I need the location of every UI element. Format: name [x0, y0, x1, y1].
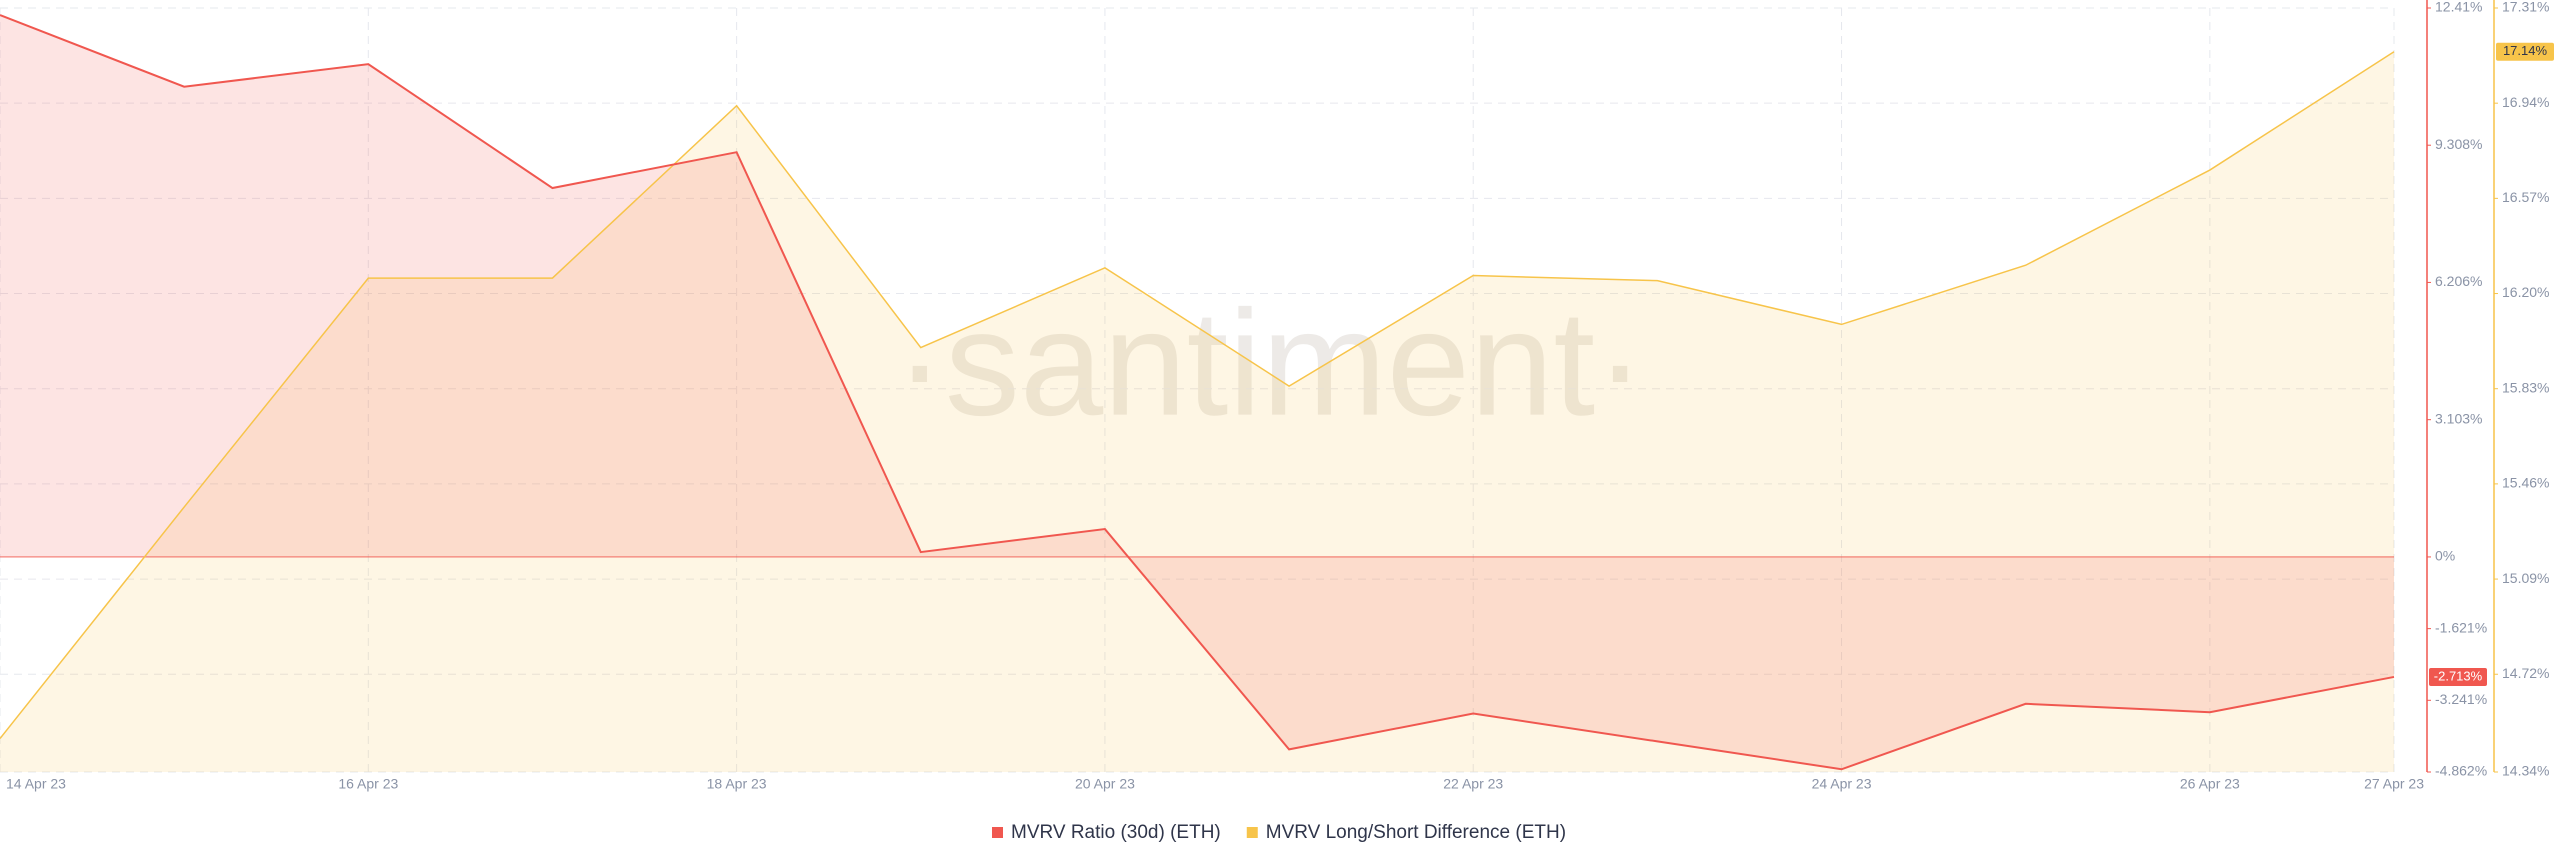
y-tick-label: 3.103%	[2435, 410, 2482, 426]
x-tick-label: 20 Apr 23	[1075, 776, 1135, 792]
series-line	[0, 51, 2395, 740]
area	[0, 15, 2394, 770]
y-tick-label: 6.206%	[2435, 273, 2482, 289]
value-label: 17.14%	[2503, 43, 2548, 58]
y-tick-label: 12.41%	[2435, 0, 2482, 15]
y-tick-label: -3.241%	[2435, 691, 2487, 707]
y-tick-label: 0%	[2435, 548, 2455, 564]
value-badge	[2429, 667, 2487, 686]
x-tick-label: 26 Apr 23	[2180, 776, 2240, 792]
y2-tick-label: 16.94%	[2502, 94, 2549, 110]
x-tick-label: 16 Apr 23	[338, 776, 398, 792]
y2-tick-label: 15.09%	[2502, 570, 2549, 586]
legend-swatch	[992, 827, 1003, 838]
x-tick-label: 22 Apr 23	[1443, 776, 1503, 792]
area	[0, 51, 2394, 772]
y2-tick-label: 15.46%	[2502, 475, 2549, 491]
y-tick-label: 9.308%	[2435, 136, 2482, 152]
y2-tick-label: 14.34%	[2502, 763, 2549, 779]
series-line	[0, 14, 2395, 771]
y-tick-label: -4.862%	[2435, 763, 2487, 779]
value-label: -2.713%	[2434, 668, 2483, 683]
legend-label: MVRV Long/Short Difference (ETH)	[1266, 822, 1566, 843]
y2-tick-label: 16.57%	[2502, 189, 2549, 205]
y2-tick-label: 17.31%	[2502, 0, 2549, 15]
legend-label: MVRV Ratio (30d) (ETH)	[1011, 822, 1221, 843]
x-tick-label: 24 Apr 23	[1812, 776, 1872, 792]
y2-tick-label: 16.20%	[2502, 284, 2549, 300]
x-tick-label: 27 Apr 23	[2364, 776, 2424, 792]
x-tick-label: 18 Apr 23	[707, 776, 767, 792]
y2-tick-label: 14.72%	[2502, 665, 2549, 681]
watermark: ·santiment·	[895, 279, 1645, 447]
x-tick-label: 14 Apr 23	[6, 776, 66, 792]
value-badge	[2496, 42, 2554, 61]
legend-swatch	[1246, 827, 1258, 838]
y2-tick-label: 15.83%	[2502, 379, 2549, 395]
y-tick-label: -1.621%	[2435, 619, 2487, 635]
